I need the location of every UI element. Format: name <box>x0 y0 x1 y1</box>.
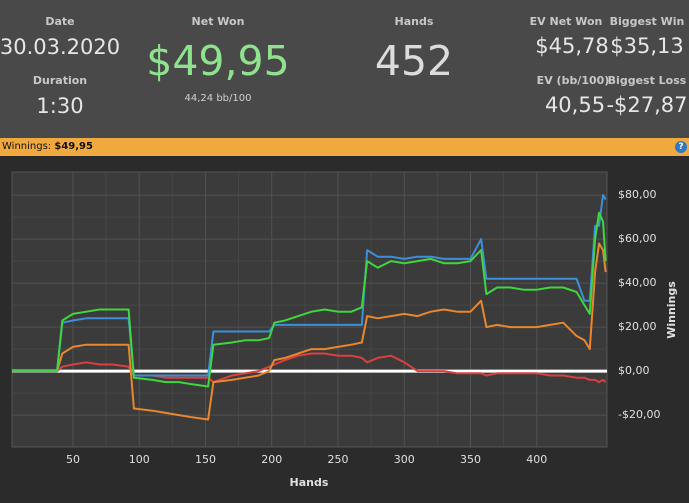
y-axis-label: Winnings <box>665 281 678 339</box>
bar-label: Winnings: <box>2 141 52 152</box>
y-tick-label: $40,00 <box>618 276 657 289</box>
stat-label: EV (bb/100) <box>536 74 610 87</box>
stat-label: Duration <box>32 74 88 87</box>
y-tick-label: -$20,00 <box>618 408 660 421</box>
x-axis-label: Hands <box>290 476 329 489</box>
x-tick-label: 300 <box>394 453 415 466</box>
x-tick-label: 250 <box>327 453 348 466</box>
stat-label: Net Won <box>191 15 245 28</box>
stat-label: Biggest Loss <box>607 74 687 87</box>
stat-value: 452 <box>374 37 454 85</box>
stat-value: -$27,87 <box>606 93 688 117</box>
x-tick-label: 150 <box>195 453 216 466</box>
stat-sub: 44,24 bb/100 <box>184 93 252 104</box>
x-tick-label: 50 <box>66 453 80 466</box>
stat-label: Date <box>45 15 75 28</box>
x-tick-label: 350 <box>460 453 481 466</box>
stat-value: $45,78 <box>535 34 609 58</box>
bar-value: $49,95 <box>54 141 93 152</box>
winnings-bar: Winnings: $49,95 <box>0 138 689 156</box>
series-line <box>12 242 607 421</box>
x-tick-label: 200 <box>261 453 282 466</box>
series-line <box>12 194 607 377</box>
y-tick-label: $20,00 <box>618 320 657 333</box>
stats-panel: Date 30.03.2020 Duration 1:30 Net Won $4… <box>0 0 689 138</box>
y-tick-label: $80,00 <box>618 188 657 201</box>
series-line <box>12 211 607 388</box>
x-tick-label: 100 <box>129 453 150 466</box>
stat-value: 30.03.2020 <box>0 35 121 59</box>
y-tick-label: $60,00 <box>618 232 657 245</box>
stat-value: 40,55 <box>544 93 606 117</box>
x-tick-label: 400 <box>526 453 547 466</box>
chart: Winnings Hands 50 100 150 200 250 300 350 400 -$… <box>11 171 678 489</box>
stat-label: EV Net Won <box>529 15 603 28</box>
stat-value: 1:30 <box>36 94 84 118</box>
stat-value: $35,13 <box>610 34 684 58</box>
stat-value: $49,95 <box>146 37 290 85</box>
stat-label: Biggest Win <box>609 15 685 28</box>
y-tick-label: $0,00 <box>618 364 650 377</box>
stat-label: Hands <box>394 15 434 28</box>
help-button[interactable]: ? <box>675 141 687 153</box>
